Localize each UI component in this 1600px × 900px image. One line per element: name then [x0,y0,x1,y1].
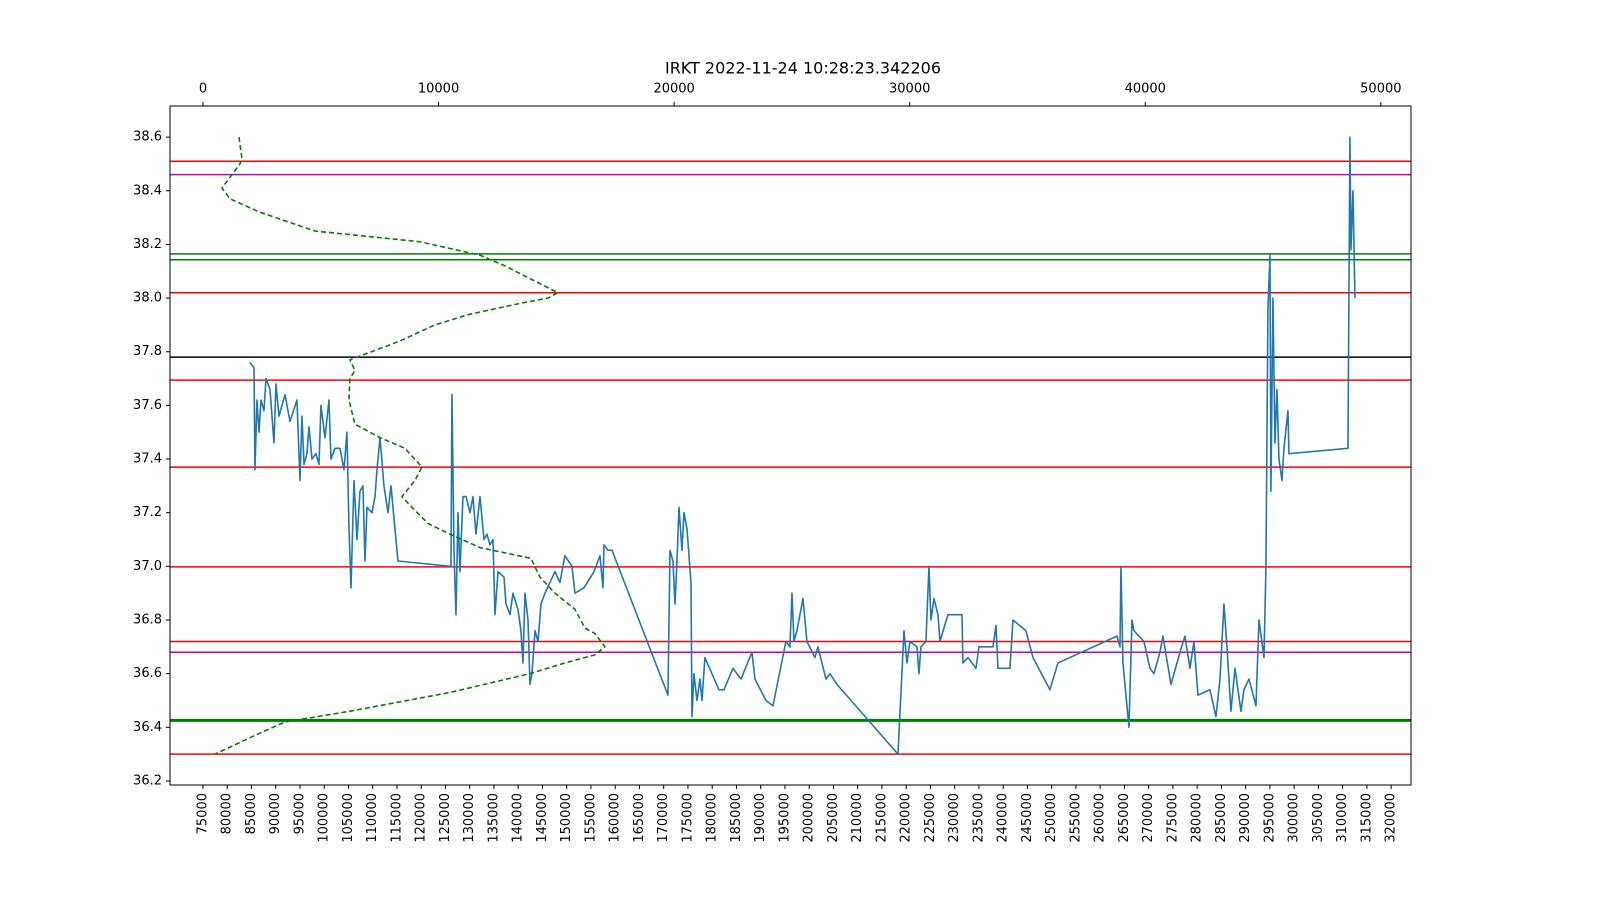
x-tick-label: 290000 [1238,793,1253,843]
y-tick-label: 38.4 [133,183,162,198]
x-tick-label: 190000 [753,793,768,843]
x-tick-label: 135000 [486,793,501,843]
x-tick-label: 75000 [195,793,210,834]
y-tick-label: 36.6 [133,666,162,681]
x-tick-label: 240000 [996,793,1011,843]
x-tick-label: 250000 [1044,793,1059,843]
x-tick-label: 245000 [1020,793,1035,843]
x-tick-label: 275000 [1165,793,1180,843]
x-tick-label: 90000 [268,793,283,834]
price-line [249,136,1356,755]
x-tick-label: 300000 [1287,793,1302,843]
x2-tick-label: 10000 [418,82,459,97]
x-tick-label: 205000 [826,793,841,843]
x-tick-label: 255000 [1068,793,1083,843]
x-tick-label: 175000 [680,793,695,843]
y-tick-label: 38.2 [133,237,162,252]
x2-tick-label: 20000 [653,82,694,97]
x-tick-label: 105000 [341,793,356,843]
x-tick-label: 210000 [850,793,865,843]
x-tick-label: 305000 [1311,793,1326,843]
y-tick-label: 37.6 [133,398,162,413]
x-tick-label: 260000 [1093,793,1108,843]
x-tick-label: 265000 [1117,793,1132,843]
x-tick-label: 315000 [1359,793,1374,843]
x2-tick-label: 40000 [1125,82,1166,97]
x-tick-label: 145000 [535,793,550,843]
x-tick-label: 220000 [899,793,914,843]
x-tick-label: 80000 [220,793,235,834]
x-tick-label: 95000 [292,793,307,834]
x-tick-label: 160000 [608,793,623,843]
x-tick-label: 155000 [583,793,598,843]
x-tick-label: 200000 [802,793,817,843]
y-tick-label: 36.8 [133,613,162,628]
x-tick-label: 125000 [438,793,453,843]
x2-tick-label: 50000 [1360,82,1401,97]
x-tick-label: 235000 [971,793,986,843]
x-tick-label: 180000 [705,793,720,843]
x-tick-label: 185000 [729,793,744,843]
x-tick-label: 295000 [1262,793,1277,843]
x-tick-label: 215000 [874,793,889,843]
y-tick-label: 36.2 [133,773,162,788]
y-tick-label: 36.4 [133,720,162,735]
y-tick-label: 38.6 [133,130,162,145]
x-tick-label: 100000 [317,793,332,843]
y-tick-label: 37.4 [133,452,162,467]
profile-line [214,137,606,755]
x-tick-label: 110000 [365,793,380,843]
x-tick-label: 115000 [389,793,404,843]
x-tick-label: 280000 [1190,793,1205,843]
x-tick-label: 140000 [511,793,526,843]
x-tick-label: 85000 [244,793,259,834]
x-tick-label: 195000 [777,793,792,843]
x-tick-label: 150000 [559,793,574,843]
plot-frame [169,105,1412,786]
y-tick-label: 37.2 [133,505,162,520]
chart-title: IRKT 2022-11-24 10:28:23.342206 [665,59,941,78]
x2-tick-label: 0 [199,82,207,97]
x-tick-label: 165000 [632,793,647,843]
x-tick-label: 320000 [1384,793,1399,843]
x-tick-label: 230000 [947,793,962,843]
y-tick-label: 38.0 [133,291,162,306]
y-tick-label: 37.0 [133,559,162,574]
x2-tick-label: 30000 [889,82,930,97]
x-tick-label: 285000 [1214,793,1229,843]
x-tick-label: 310000 [1335,793,1350,843]
x-tick-label: 225000 [923,793,938,843]
x-tick-label: 130000 [462,793,477,843]
x-tick-label: 170000 [656,793,671,843]
x-tick-label: 120000 [414,793,429,843]
y-tick-label: 37.8 [133,344,162,359]
x-tick-label: 270000 [1141,793,1156,843]
